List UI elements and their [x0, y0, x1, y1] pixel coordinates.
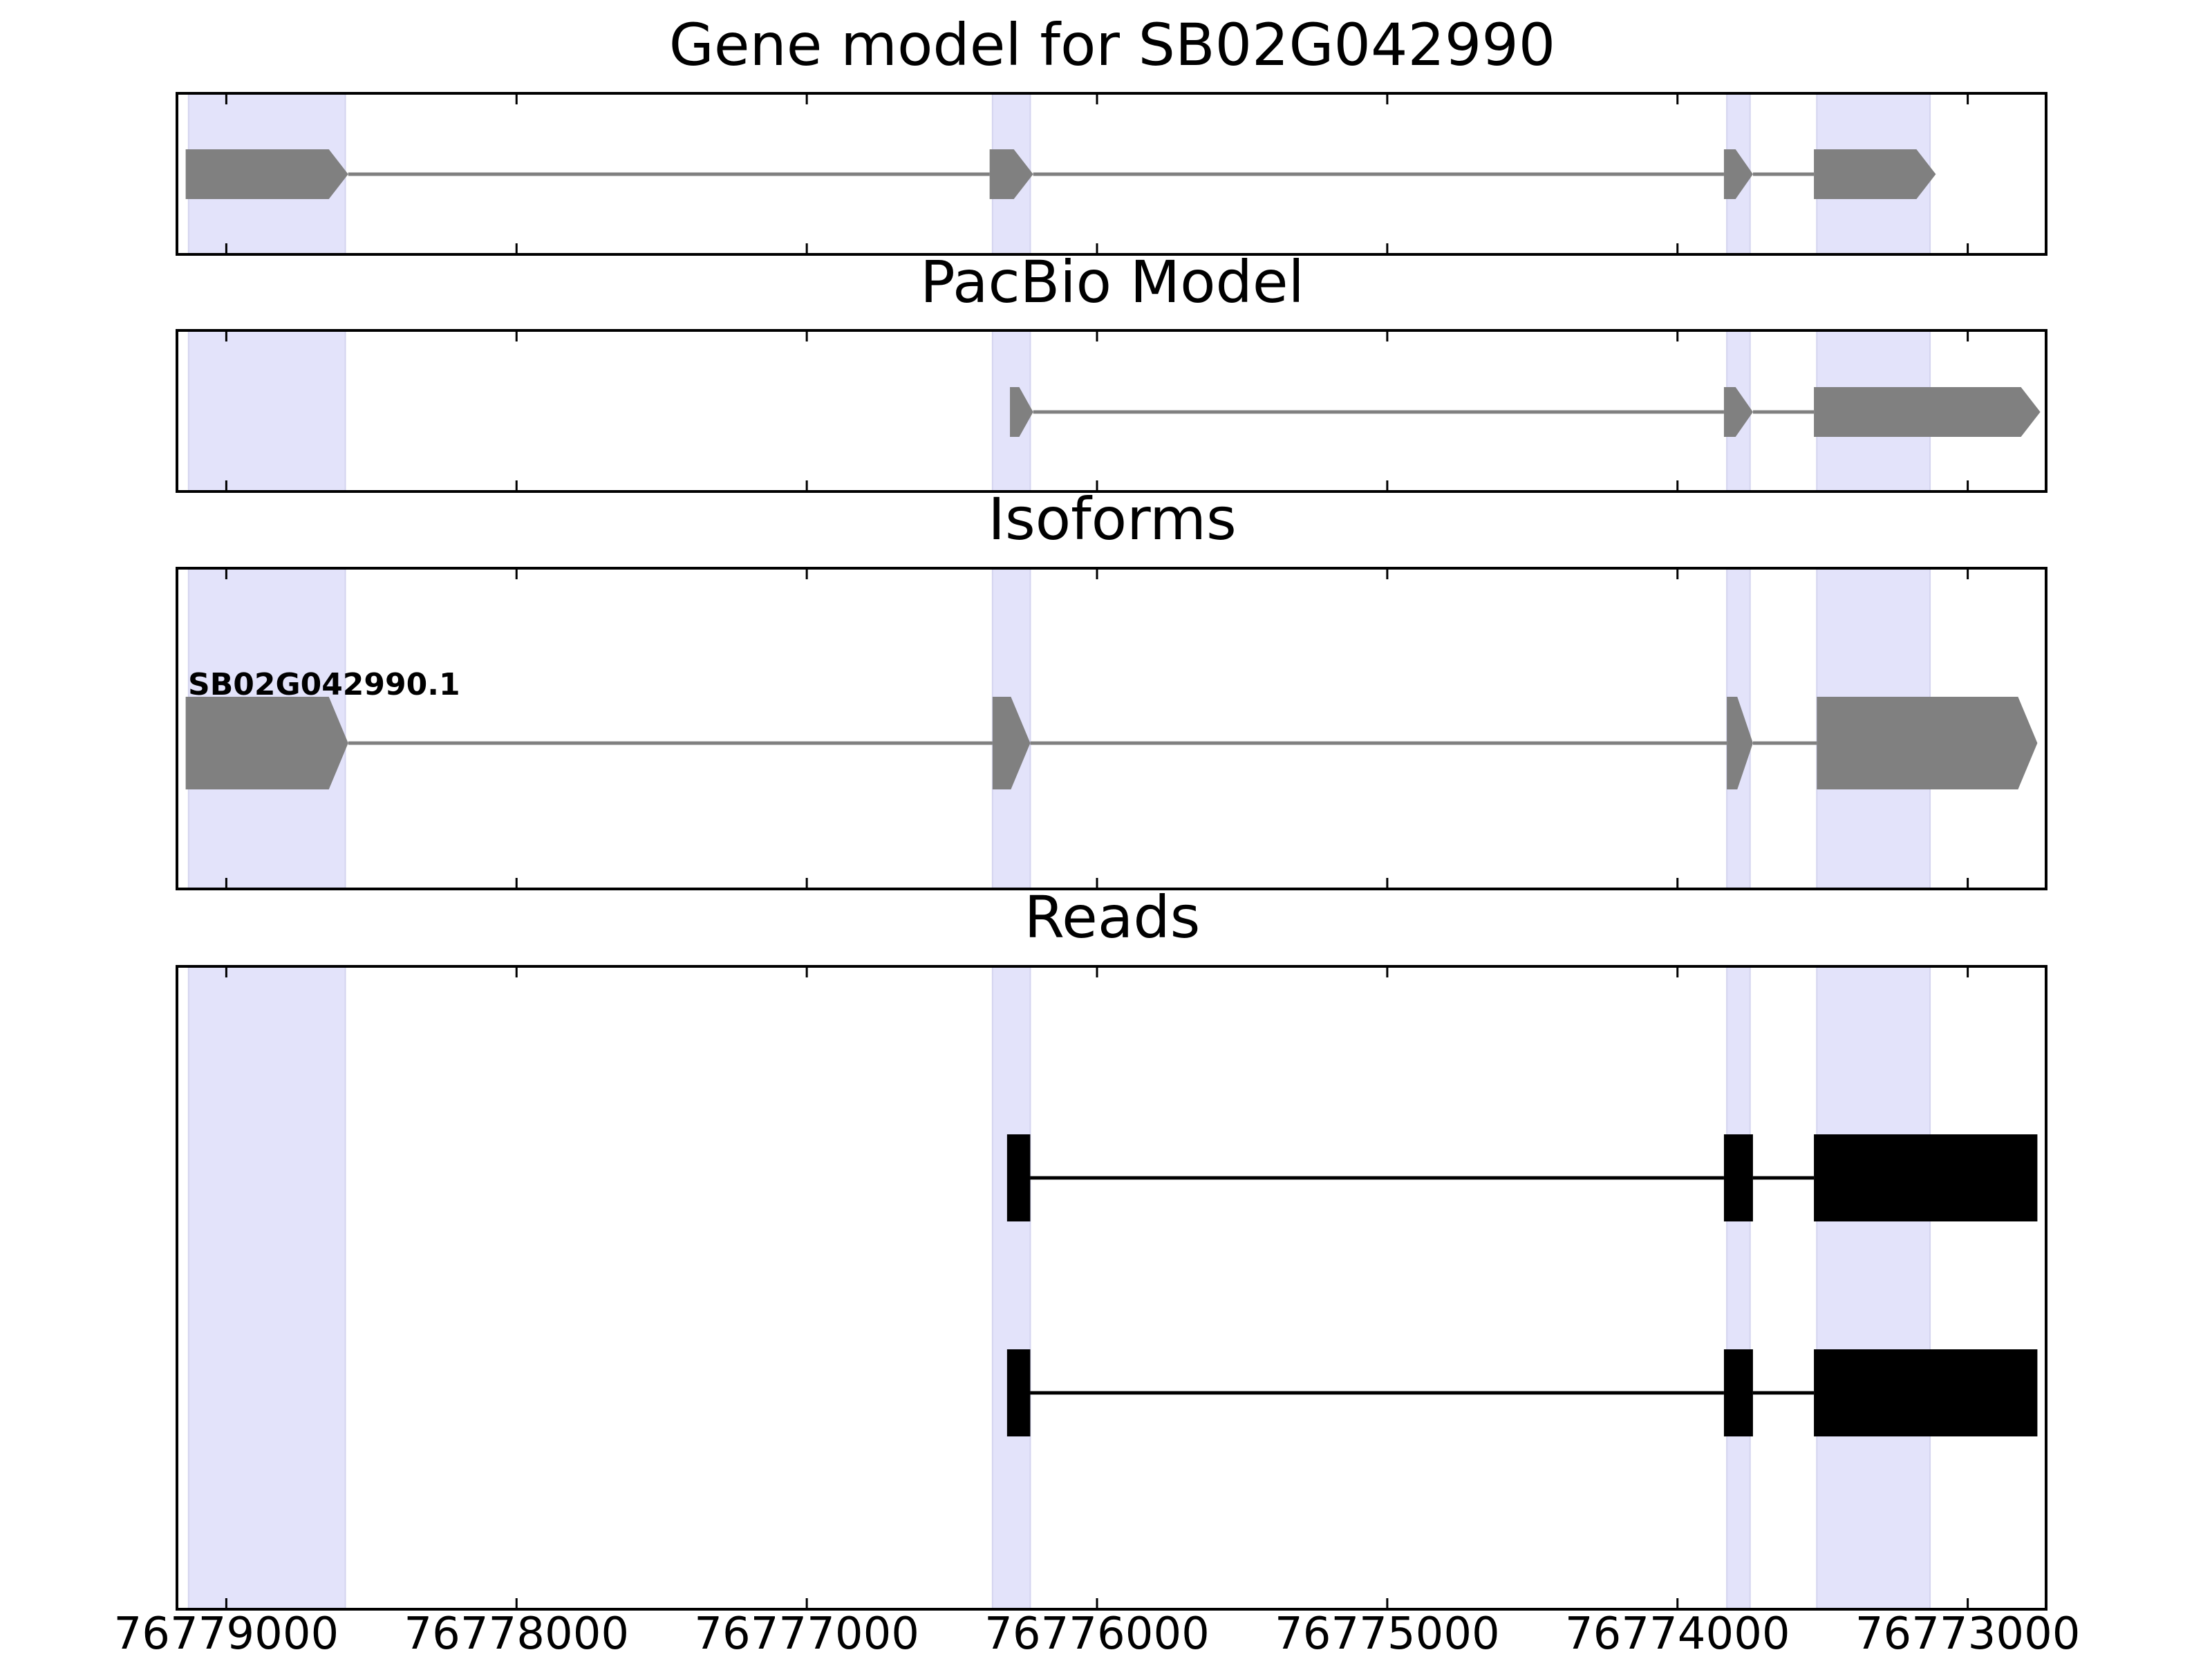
panel-pacbio-model: PacBio Model	[176, 248, 2047, 493]
x-tick-label: 76779000	[114, 1609, 339, 1659]
exon-arrow	[185, 697, 348, 789]
exon-arrow	[1814, 387, 2041, 437]
x-tick-label: 76775000	[1275, 1609, 1500, 1659]
x-tick-label: 76778000	[404, 1609, 629, 1659]
panel-gene-model: Gene model for SB02G042990	[176, 11, 2047, 256]
read-block	[1723, 1134, 1753, 1221]
exon-arrow	[1723, 387, 1753, 437]
highlight-region	[1816, 966, 1931, 1610]
read-block	[1006, 1349, 1031, 1436]
panel-background	[177, 966, 2046, 1609]
exon-arrow	[1010, 387, 1033, 437]
x-tick-label: 76776000	[984, 1609, 1210, 1659]
panel-frame	[176, 92, 2047, 256]
read-block	[1006, 1134, 1031, 1221]
panel-frame	[176, 965, 2047, 1611]
x-tick-label: 76774000	[1565, 1609, 1790, 1659]
panel-reads: Reads	[176, 883, 2047, 1611]
exon-arrow	[989, 149, 1033, 199]
read-block	[1814, 1134, 2038, 1221]
panel-title: Reads	[1024, 883, 1201, 951]
panel-title: PacBio Model	[920, 248, 1304, 316]
highlight-region	[187, 966, 346, 1610]
panel-title: Isoforms	[988, 485, 1237, 553]
panel-frame	[176, 567, 2047, 890]
exon-arrow	[1814, 149, 1936, 199]
read-block	[1814, 1349, 2038, 1436]
exon-arrow	[992, 697, 1031, 789]
panel-isoforms: Isoforms SB02G042990.1	[176, 485, 2047, 890]
panel-background	[177, 568, 2046, 889]
highlight-region	[991, 966, 1031, 1610]
highlight-region	[187, 330, 346, 492]
x-axis-tick-labels: 76779000 76778000 76777000 76776000 76775000…	[114, 1609, 2081, 1659]
exon-arrow	[1727, 697, 1753, 789]
panel-frame	[176, 329, 2047, 493]
x-tick-label: 76773000	[1855, 1609, 2081, 1659]
exon-arrow	[1723, 149, 1753, 199]
isoform-label: SB02G042990.1	[188, 667, 460, 702]
highlight-region	[1726, 966, 1751, 1610]
x-tick-label: 76777000	[694, 1609, 919, 1659]
panel-title: Gene model for SB02G042990	[669, 11, 1555, 79]
exon-arrow	[1817, 697, 2038, 789]
exon-arrow	[185, 149, 348, 199]
read-block	[1723, 1349, 1753, 1436]
